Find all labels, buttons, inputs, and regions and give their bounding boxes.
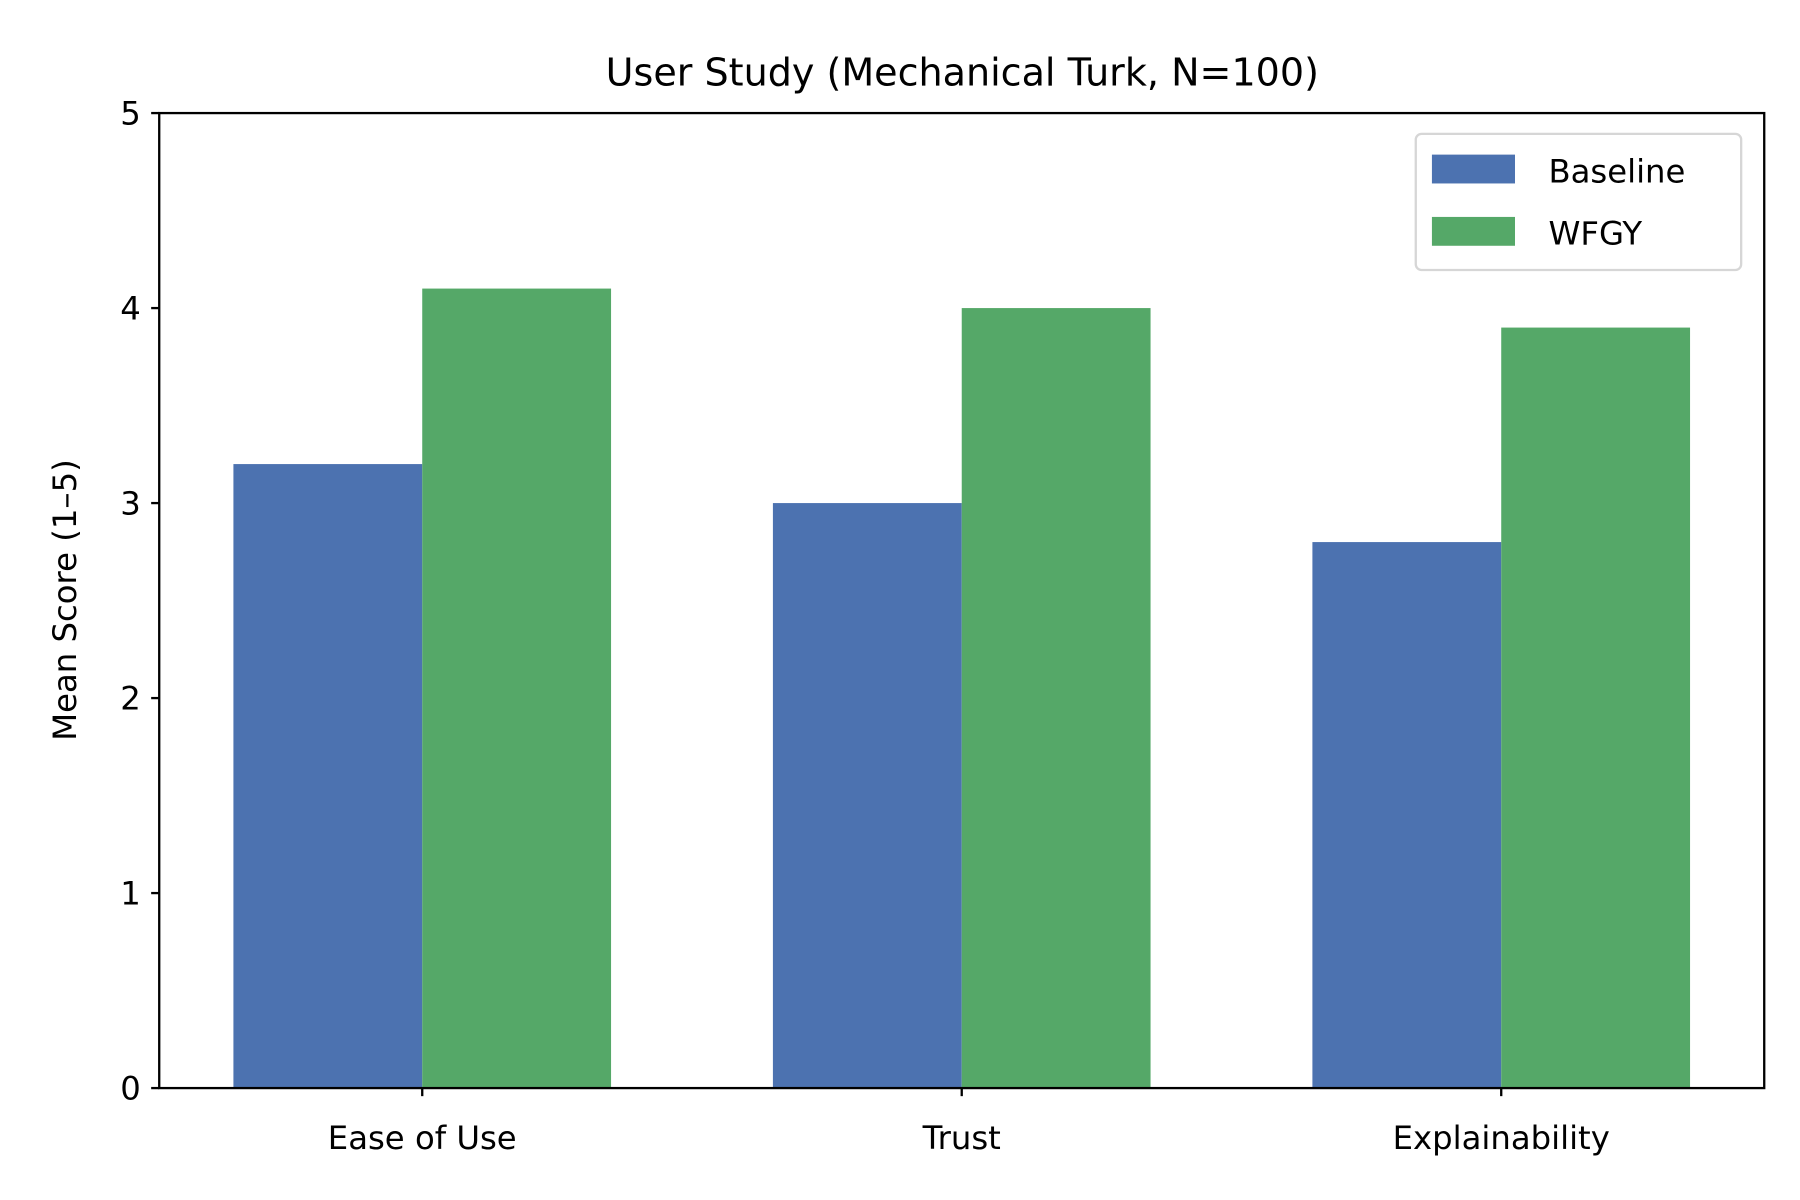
chart-title: User Study (Mechanical Turk, N=100) (606, 50, 1319, 94)
x-tick-label: Ease of Use (328, 1119, 517, 1157)
y-tick-label: 2 (120, 680, 141, 718)
x-tick-label: Trust (922, 1119, 1001, 1157)
x-tick-label: Explainability (1393, 1119, 1610, 1157)
bar-baseline-explainability (1312, 542, 1502, 1089)
bar-wfgy-ease-of-use (422, 288, 612, 1089)
legend: Baseline WFGY (1414, 132, 1743, 272)
legend-swatch-wfgy (1431, 216, 1515, 246)
legend-label-baseline: Baseline (1548, 152, 1685, 190)
plot-area-frame (158, 111, 1766, 1090)
y-tick-label: 5 (120, 95, 141, 133)
bar-wfgy-explainability (1501, 327, 1691, 1089)
y-tick-label: 0 (120, 1070, 141, 1108)
y-tick-label: 3 (120, 485, 141, 523)
legend-swatch-baseline (1431, 154, 1515, 184)
bar-baseline-trust (772, 503, 962, 1089)
y-tick-label: 4 (120, 290, 141, 328)
bar-wfgy-trust (961, 308, 1151, 1089)
legend-label-wfgy: WFGY (1548, 215, 1642, 253)
bar-baseline-ease-of-use (233, 464, 423, 1089)
y-tick-label: 1 (120, 875, 141, 913)
y-axis-label: Mean Score (1–5) (46, 459, 84, 740)
